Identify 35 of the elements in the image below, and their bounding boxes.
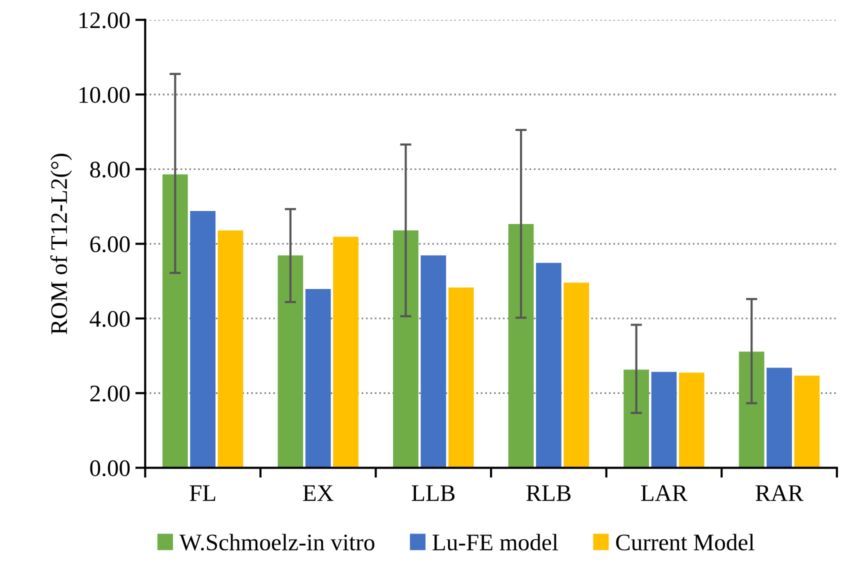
- y-tick-label: 6.00: [90, 236, 130, 252]
- y-tick-label: 4.00: [90, 310, 130, 327]
- x-tick-label: LLB: [412, 485, 455, 501]
- bar: [678, 372, 704, 468]
- bar: [738, 352, 764, 468]
- bar: [794, 376, 820, 468]
- bar: [420, 255, 446, 468]
- legend-label: Current Model: [616, 534, 754, 550]
- bar: [766, 368, 792, 468]
- y-axis-title: ROM of T12-L2(°): [50, 154, 72, 334]
- bar: [190, 210, 216, 468]
- bar: [218, 230, 244, 468]
- bar: [448, 287, 474, 468]
- bar: [278, 255, 304, 468]
- bar: [162, 174, 188, 468]
- bar: [393, 230, 418, 468]
- y-tick-label: 2.00: [90, 386, 130, 402]
- y-tick-label: 12.00: [80, 12, 130, 28]
- x-tick-label: LAR: [641, 485, 688, 501]
- bar: [305, 288, 331, 468]
- legend-label: Lu-FE model: [432, 534, 558, 550]
- x-tick-label: RAR: [756, 485, 804, 501]
- bar: [564, 282, 590, 468]
- bar: [508, 224, 534, 468]
- x-tick-label: FL: [190, 485, 216, 501]
- bar: [333, 236, 358, 468]
- y-tick-label: 8.00: [90, 162, 130, 178]
- x-tick-label: EX: [303, 485, 334, 501]
- bar: [536, 262, 562, 468]
- bar: [651, 372, 677, 468]
- y-tick-label: 10.00: [80, 86, 130, 104]
- x-tick-label: RLB: [526, 485, 570, 501]
- legend-label: W.Schmoelz-in vitro: [179, 534, 374, 551]
- bar: [624, 370, 649, 468]
- y-tick-label: 0.00: [90, 460, 130, 476]
